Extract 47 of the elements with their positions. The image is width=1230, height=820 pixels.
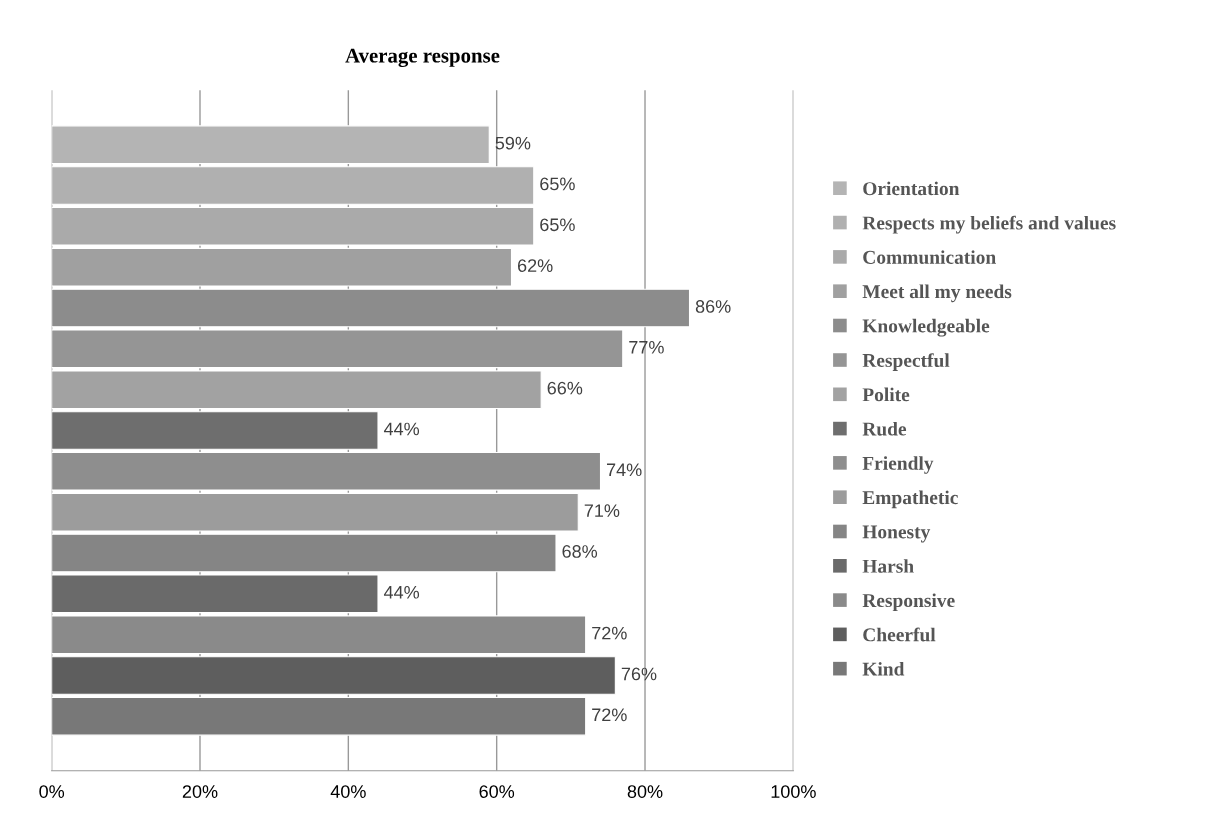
x-tick-label: 40% [330,785,366,798]
legend-label: Communication [863,250,996,264]
legend-label: Friendly [862,456,934,474]
x-tick-label: 20% [182,785,218,798]
legend-label: Empathetic [862,490,958,509]
bar [51,574,379,614]
legend-label: Respects my beliefs and values [862,215,1116,234]
data-label: 86% [695,300,731,313]
legend-label: Harsh [862,559,914,573]
legend-label: Kind [862,661,905,676]
legend-label: Honesty [862,525,931,543]
data-label: 65% [540,218,575,232]
legend-label: Cheerful [863,627,936,642]
bar [51,125,490,164]
legend-label: Rude [862,421,907,436]
x-tick-label: 80% [627,785,663,798]
legend-label: Meet all my needs [862,284,1012,303]
data-label: 74% [606,463,642,477]
bar [51,166,535,205]
legend-label: Polite [862,387,910,402]
x-tick-label: 60% [479,785,515,798]
legend-label: Respectful [862,353,950,371]
data-label: 44% [383,585,420,599]
bar [51,288,691,328]
data-label: 44% [383,422,420,436]
bar [51,533,557,573]
legend-label: Knowledgeable [862,318,990,337]
data-label: 59% [495,136,531,150]
bar [51,411,379,450]
data-label: 68% [562,545,598,558]
data-label: 66% [547,381,583,395]
data-label: 62% [517,259,553,272]
data-label: 77% [629,340,664,354]
bar [51,656,616,695]
legend-label: Responsive [862,593,955,612]
chart-title: Average response [345,48,500,68]
legend-label: Orientation [863,181,960,196]
bar [51,206,535,246]
bar [51,697,587,736]
data-label: 76% [621,667,657,681]
x-tick-label: 0% [39,785,65,798]
x-tick-label: 100% [771,785,816,798]
data-label: 71% [584,504,620,517]
data-label: 72% [592,626,627,640]
data-label: 72% [592,708,627,722]
data-label: 65% [540,177,575,191]
bar [51,615,587,655]
